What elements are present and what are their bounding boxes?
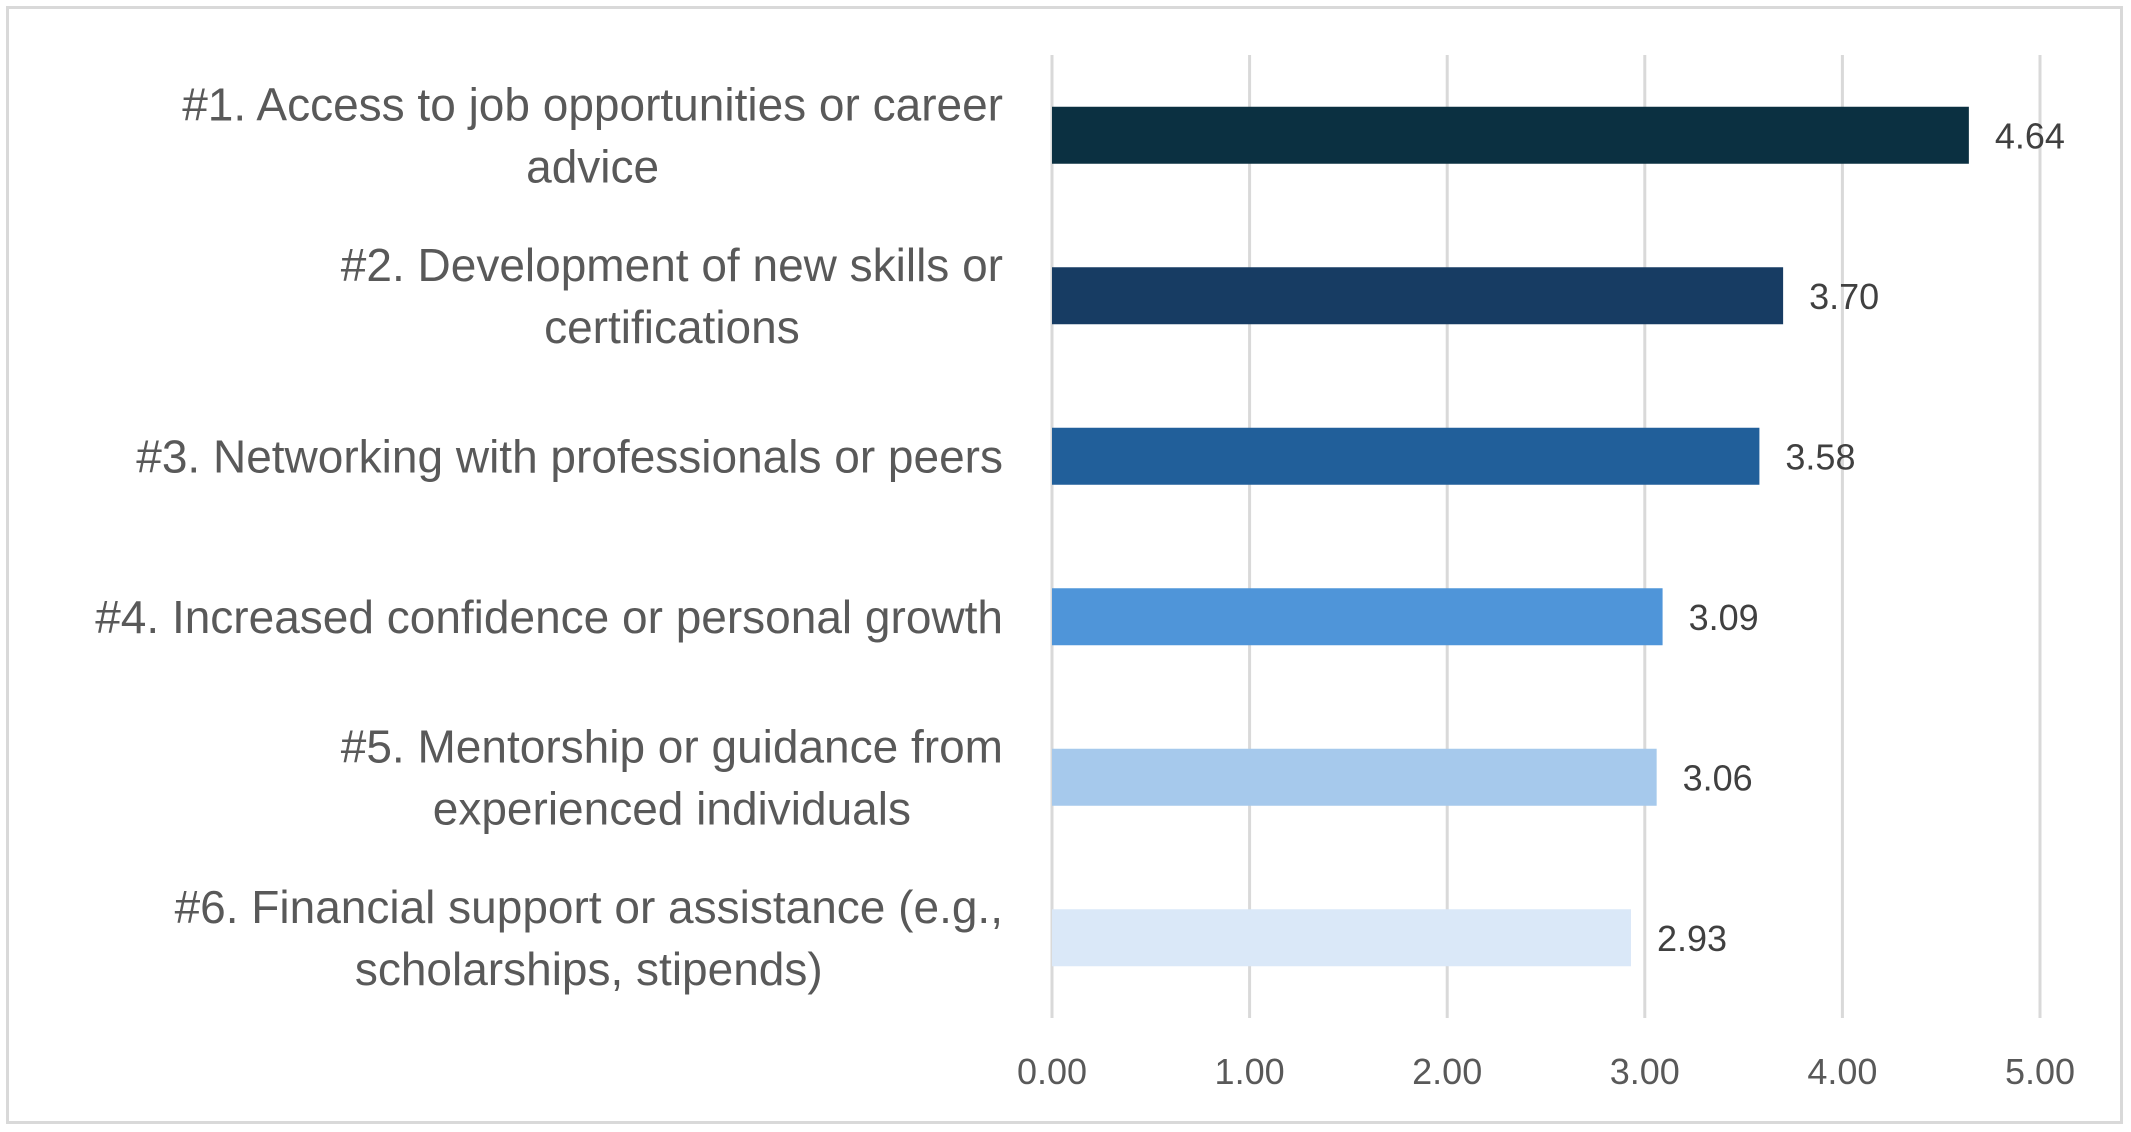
- category-label: #2. Development of new skills or: [341, 239, 1003, 291]
- x-tick-label: 2.00: [1412, 1051, 1482, 1092]
- value-label: 3.09: [1689, 597, 1759, 638]
- bar: [1052, 748, 1657, 806]
- x-tick-label: 3.00: [1610, 1051, 1680, 1092]
- value-label: 2.93: [1657, 918, 1727, 959]
- bar: [1052, 106, 1969, 164]
- tick-layer: 0.00 1.00 2.00 3.00 4.00 5.00: [1017, 1051, 2075, 1092]
- value-label: 3.06: [1683, 757, 1753, 798]
- bar: [1052, 909, 1631, 967]
- category-label: #4. Increased confidence or personal gro…: [95, 591, 1003, 643]
- value-label: 4.64: [1995, 115, 2065, 156]
- x-tick-label: 1.00: [1215, 1051, 1285, 1092]
- x-tick-label: 0.00: [1017, 1051, 1087, 1092]
- category-label: #1. Access to job opportunities or caree…: [182, 78, 1003, 130]
- value-label: 3.58: [1785, 436, 1855, 477]
- bar: [1052, 267, 1784, 325]
- bar: [1052, 588, 1663, 646]
- category-label: #3. Networking with professionals or pee…: [136, 430, 1003, 482]
- category-label: certifications: [544, 301, 800, 353]
- bar: [1052, 427, 1760, 485]
- x-tick-label: 4.00: [1807, 1051, 1877, 1092]
- category-label: #6. Financial support or assistance (e.g…: [175, 881, 1003, 933]
- label-layer: 4.64 #1. Access to job opportunities or c…: [95, 78, 2065, 995]
- bar-layer: [1052, 106, 1969, 967]
- category-label: scholarships, stipends): [355, 943, 823, 995]
- category-label: experienced individuals: [433, 782, 911, 834]
- value-label: 3.70: [1809, 276, 1879, 317]
- grid-layer: [1050, 55, 2042, 1018]
- category-label: advice: [526, 140, 659, 192]
- x-tick-label: 5.00: [2005, 1051, 2075, 1092]
- category-label: #5. Mentorship or guidance from: [341, 720, 1003, 772]
